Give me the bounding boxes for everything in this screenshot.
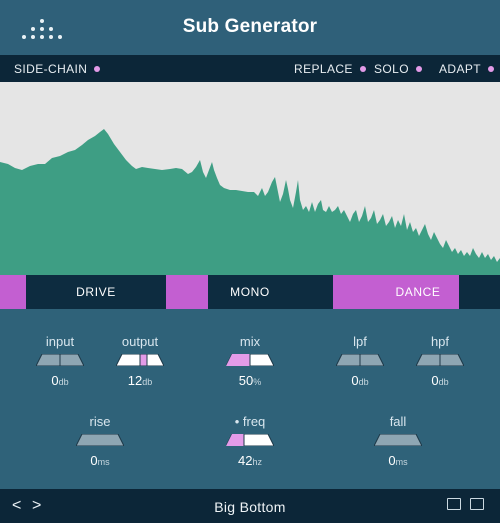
lpf-value: 0db bbox=[351, 373, 369, 388]
freq-label: • freq bbox=[234, 414, 266, 429]
hpf-value: 0db bbox=[431, 373, 449, 388]
footer-bar: < > Big Bottom bbox=[0, 489, 500, 523]
adapt-indicator-icon bbox=[488, 66, 495, 72]
adapt-toggle[interactable]: ADAPT bbox=[439, 62, 495, 76]
freq-value: 42hz bbox=[238, 453, 262, 468]
rise-label: rise bbox=[89, 414, 111, 429]
load-preset-icon[interactable] bbox=[470, 498, 484, 510]
save-preset-icon[interactable] bbox=[447, 498, 461, 510]
mono-mode-button[interactable]: MONO bbox=[230, 285, 270, 299]
fall-label: fall bbox=[389, 414, 407, 429]
output-label: output bbox=[121, 334, 159, 349]
output-slider[interactable] bbox=[116, 354, 164, 366]
freq-slider[interactable] bbox=[226, 434, 274, 446]
solo-label: SOLO bbox=[374, 62, 409, 76]
hpf-slider[interactable] bbox=[416, 354, 464, 366]
input-label: input bbox=[45, 334, 75, 349]
preset-name[interactable]: Big Bottom bbox=[214, 499, 286, 515]
input-slider[interactable] bbox=[36, 354, 84, 366]
mode-bar: DRIVE MONO DANCE bbox=[0, 275, 500, 309]
hpf-label: hpf bbox=[430, 334, 450, 349]
spectrum-graph bbox=[0, 129, 500, 275]
mix-slider[interactable] bbox=[226, 354, 274, 366]
logo-dot bbox=[49, 35, 53, 39]
rise-slider[interactable] bbox=[76, 434, 124, 446]
dance-active-highlight bbox=[333, 275, 459, 309]
logo-dot bbox=[22, 35, 26, 39]
mix-value: 50% bbox=[238, 373, 262, 388]
rise-value: 0ms bbox=[90, 453, 110, 468]
logo-dot bbox=[31, 35, 35, 39]
drive-mode-button[interactable]: DRIVE bbox=[76, 285, 116, 299]
solo-toggle[interactable]: SOLO bbox=[374, 62, 422, 76]
side-chain-toggle[interactable]: SIDE-CHAIN bbox=[14, 62, 101, 76]
logo-dot bbox=[58, 35, 62, 39]
options-bar: SIDE-CHAIN REPLACE SOLO ADAPT bbox=[0, 55, 500, 82]
dot-grid-logo-icon[interactable] bbox=[22, 19, 64, 41]
plugin-title: Sub Generator bbox=[182, 16, 318, 37]
control-panel: input 0db output 12db mix 50% lpf 0db hp… bbox=[0, 309, 500, 489]
logo-dot bbox=[40, 19, 44, 23]
adapt-label: ADAPT bbox=[439, 62, 482, 76]
logo-dot bbox=[49, 27, 53, 31]
replace-toggle[interactable]: REPLACE bbox=[294, 62, 366, 76]
logo-dot bbox=[31, 27, 35, 31]
previous-preset-icon[interactable]: < bbox=[12, 497, 22, 514]
mix-label: mix bbox=[239, 334, 261, 349]
fall-slider[interactable] bbox=[374, 434, 422, 446]
side-chain-indicator-icon bbox=[94, 66, 101, 72]
replace-indicator-icon bbox=[359, 66, 366, 72]
spectrum-display bbox=[0, 82, 500, 275]
dance-mode-button[interactable]: DANCE bbox=[395, 285, 441, 299]
next-preset-icon[interactable]: > bbox=[32, 497, 42, 514]
fall-value: 0ms bbox=[388, 453, 408, 468]
side-chain-label: SIDE-CHAIN bbox=[14, 62, 88, 76]
logo-dot bbox=[40, 27, 44, 31]
logo-dot bbox=[40, 35, 44, 39]
output-value: 12db bbox=[127, 373, 153, 388]
solo-indicator-icon bbox=[415, 66, 422, 72]
lpf-slider[interactable] bbox=[336, 354, 384, 366]
replace-label: REPLACE bbox=[294, 62, 353, 76]
lpf-label: lpf bbox=[353, 334, 367, 349]
mono-indicator bbox=[166, 275, 208, 309]
spectrum-fill bbox=[0, 129, 500, 275]
header: Sub Generator bbox=[0, 0, 500, 55]
input-value: 0db bbox=[51, 373, 69, 388]
freq-bullet: • bbox=[234, 414, 240, 429]
drive-indicator bbox=[0, 275, 26, 309]
